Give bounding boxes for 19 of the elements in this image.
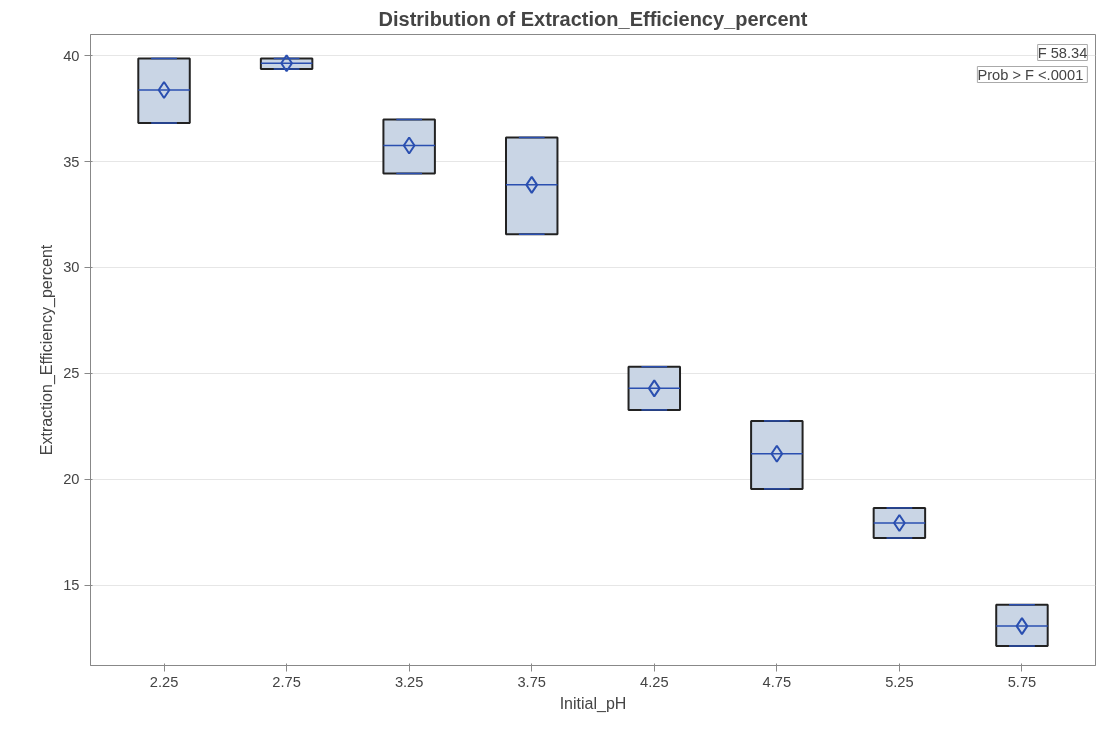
x-tick-label: 2.25 — [149, 673, 179, 690]
x-tick-label: 3.25 — [394, 673, 424, 690]
y-tick-label: 40 — [63, 47, 80, 64]
annotation: Prob > F <.0001 — [977, 66, 1084, 83]
y-tick-label: 15 — [63, 577, 80, 594]
x-tick-label: 5.75 — [1007, 673, 1037, 690]
y-tick-label: 25 — [63, 365, 80, 382]
x-tick-label: 3.75 — [517, 673, 546, 690]
x-tick-label: 2.75 — [272, 673, 301, 690]
x-axis-title: Initial_pH — [559, 694, 627, 713]
chart-title: Distribution of Extraction_Efficiency_percent — [378, 7, 808, 30]
x-tick-label: 5.25 — [885, 673, 914, 690]
x-tick-label: 4.75 — [762, 673, 792, 690]
y-tick-label: 20 — [63, 471, 80, 488]
y-tick-label: 30 — [63, 259, 80, 276]
y-tick-label: 35 — [63, 153, 80, 170]
x-tick-label: 4.25 — [640, 673, 669, 690]
y-axis-title: Extraction_Efficiency_percent — [38, 244, 57, 456]
annotation: F 58.34 — [1037, 44, 1088, 61]
